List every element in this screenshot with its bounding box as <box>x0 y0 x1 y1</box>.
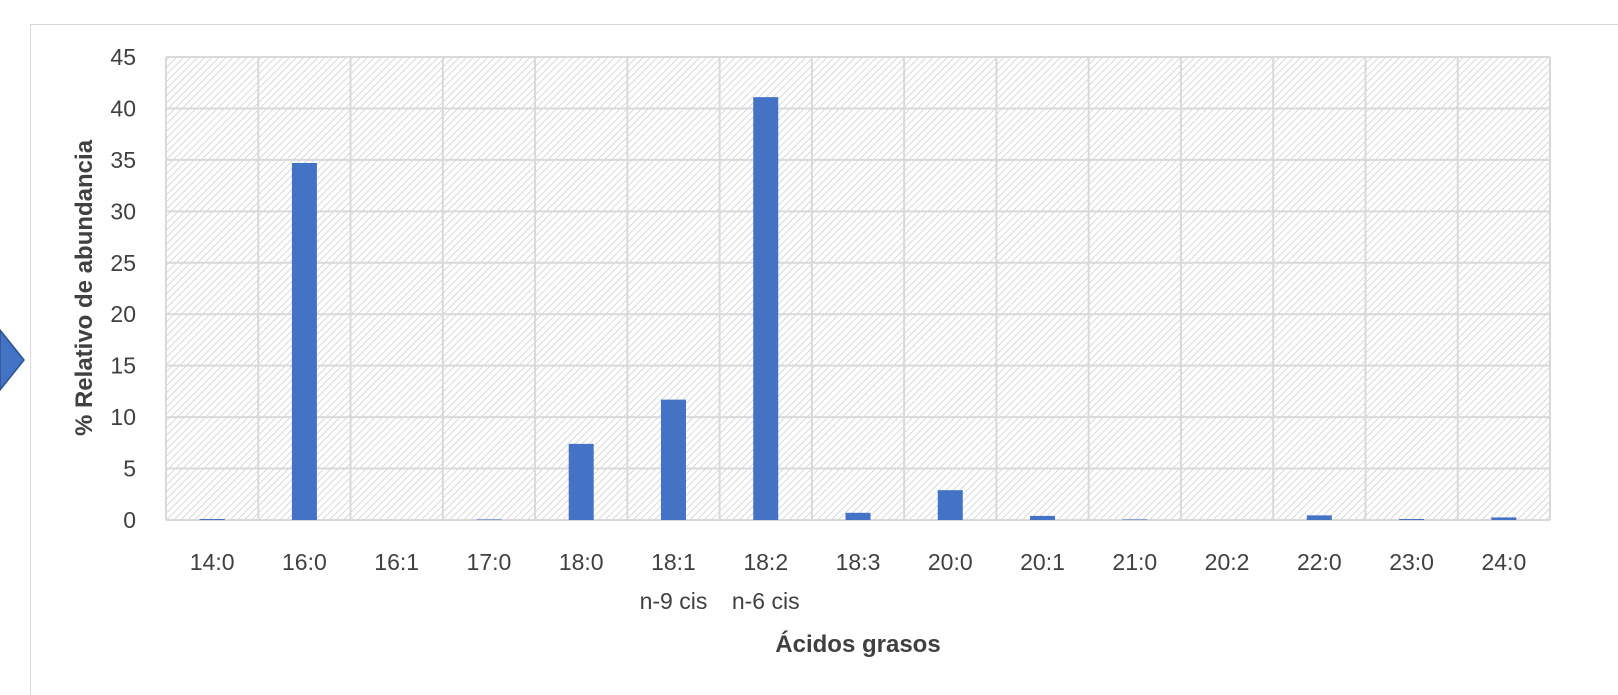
x-axis-ticks: 14:0 16:0 16:1 17:0 18:0 18:1 n-9 cis 18:2 n-6 c… <box>190 549 1526 614</box>
x-tick-label: 16:0 <box>282 549 327 575</box>
y-tick-label: 0 <box>123 507 136 533</box>
y-axis-title: % Relativo de abundancia <box>71 139 98 436</box>
x-tick-label: 16:1 <box>374 549 419 575</box>
y-tick-label: 45 <box>110 44 136 70</box>
y-axis-ticks: 0 5 10 15 20 25 30 35 40 45 <box>110 44 136 533</box>
bar <box>937 490 963 520</box>
bar <box>1306 515 1332 520</box>
bar <box>199 518 225 520</box>
x-tick-label: 24:0 <box>1481 549 1526 575</box>
x-tick-label: 18:3 <box>836 549 881 575</box>
bar <box>845 512 871 520</box>
bar <box>753 97 779 521</box>
bars <box>199 97 1517 521</box>
y-tick-label: 10 <box>110 404 136 430</box>
y-tick-label: 5 <box>123 456 136 482</box>
y-tick-label: 40 <box>110 95 136 121</box>
bar <box>476 519 502 520</box>
bar <box>568 443 594 520</box>
x-tick-label: 20:1 <box>1020 549 1065 575</box>
y-tick-label: 35 <box>110 147 136 173</box>
x-tick-label: 20:2 <box>1205 549 1250 575</box>
x-tick-label: 20:0 <box>928 549 973 575</box>
bar <box>1030 515 1056 520</box>
y-tick-label: 20 <box>110 301 136 327</box>
gridlines <box>165 56 1551 521</box>
x-tick-label: 14:0 <box>190 549 235 575</box>
bar <box>1399 518 1425 520</box>
plot-background <box>166 57 1550 520</box>
y-tick-label: 15 <box>110 353 136 379</box>
bar <box>291 162 317 520</box>
bar <box>1491 517 1517 520</box>
x-tick-label: 22:0 <box>1297 549 1342 575</box>
bar <box>660 399 686 520</box>
x-tick-label: 17:0 <box>467 549 512 575</box>
bar <box>1122 519 1148 520</box>
x-tick-label: 21:0 <box>1112 549 1157 575</box>
x-tick-label: 18:1 n-9 cis <box>640 549 708 614</box>
x-tick-label: 18:0 <box>559 549 604 575</box>
y-tick-label: 30 <box>110 198 136 224</box>
y-tick-label: 25 <box>110 250 136 276</box>
x-axis-title: Ácidos grasos <box>775 630 940 658</box>
x-tick-label: 18:2 n-6 cis <box>732 549 800 614</box>
x-tick-label: 23:0 <box>1389 549 1434 575</box>
